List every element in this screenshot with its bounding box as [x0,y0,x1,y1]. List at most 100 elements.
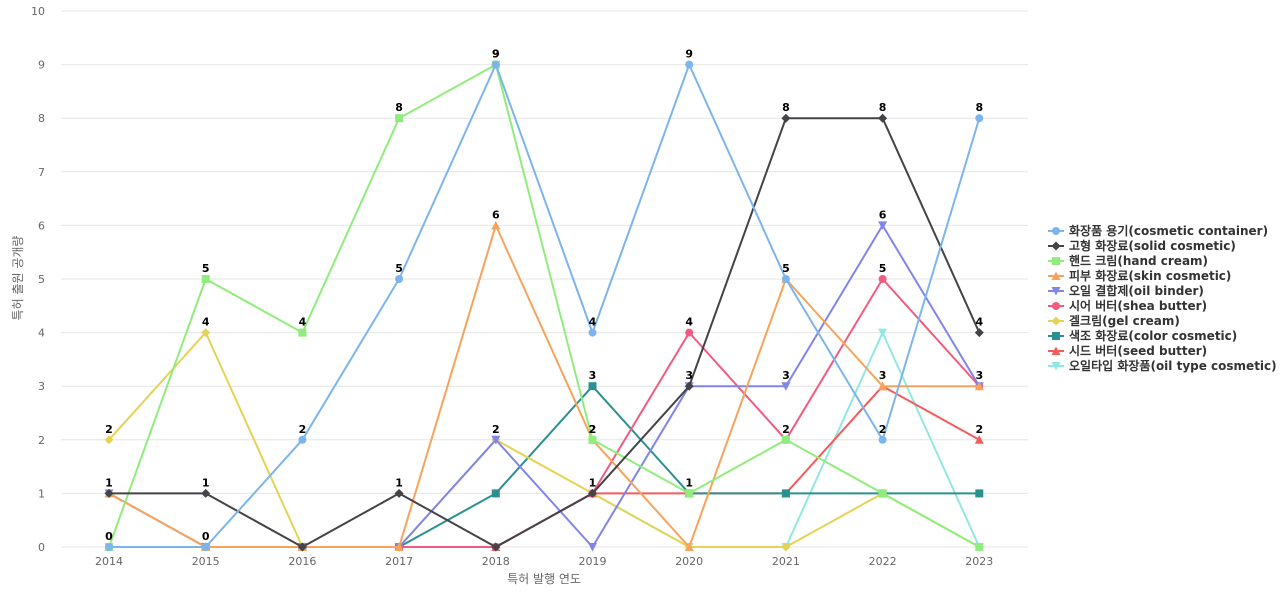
data-point [878,435,887,444]
series-1 [105,60,984,551]
legend-marker [1052,302,1060,310]
data-point [491,435,501,445]
y-tick-label: 8 [38,112,45,125]
data-point [491,220,501,230]
y-tick-label: 1 [38,487,45,500]
data-label: 2 [299,423,307,436]
data-point [781,435,790,444]
x-tick-label: 2020 [675,555,703,568]
data-point [684,381,694,391]
data-point [975,114,984,123]
legend-label: 오일타입 화장품(oil type cosmetic) [1069,358,1277,373]
data-point [201,488,211,498]
legend-item[interactable]: 고형 화장료(solid cosmetic) [1048,238,1236,253]
data-label: 9 [492,48,500,61]
data-label: 3 [975,369,983,382]
legend-label: 오일 결합제(oil binder) [1069,283,1204,298]
data-label: 2 [975,423,983,436]
legend-item[interactable]: 오일 결합제(oil binder) [1048,283,1204,298]
data-label: 6 [492,208,500,221]
data-point [878,328,888,338]
data-point [781,113,791,123]
data-label: 4 [299,316,307,329]
data-label: 8 [975,101,983,114]
data-label: 1 [589,476,597,489]
data-label: 4 [589,316,597,329]
legend-marker [1051,316,1061,326]
data-point [104,435,114,445]
data-label: 4 [202,316,210,329]
data-point [491,542,501,552]
legend-label: 시드 버터(seed butter) [1069,343,1207,358]
y-tick-label: 3 [38,380,45,393]
data-point [588,435,597,444]
y-tick-label: 10 [31,5,45,18]
y-axis-ticks: 0 1 2 3 4 5 6 7 8 9 10 [31,5,45,554]
legend-item[interactable]: 시어 버터(shea butter) [1048,298,1207,313]
data-label: 2 [782,423,790,436]
data-point [588,543,597,552]
legend-marker [1052,257,1060,265]
legend-item[interactable]: 색조 화장료(color cosmetic) [1048,328,1237,343]
series-line [108,63,980,548]
legend-marker [1052,227,1060,235]
x-tick-label: 2019 [579,555,607,568]
series-line [109,63,981,548]
x-tick-label: 2021 [772,555,800,568]
y-tick-label: 7 [38,166,45,179]
y-tick-label: 5 [38,273,45,286]
data-label: 2 [589,423,597,436]
data-point [105,543,113,551]
data-point [395,275,404,283]
data-point [975,543,984,551]
data-point [781,382,791,391]
y-axis-title: 특허 출원 공개량 [11,236,25,321]
legend-item[interactable]: 겔크림(gel cream) [1048,314,1180,328]
data-point [781,275,790,283]
legend-label: 화장품 용기(cosmetic container) [1069,223,1268,238]
legend: 화장품 용기(cosmetic container)고형 화장료(solid c… [1048,223,1277,373]
data-label: 1 [685,476,693,489]
legend-item[interactable]: 화장품 용기(cosmetic container) [1048,223,1268,238]
legend-item[interactable]: 오일타입 화장품(oil type cosmetic) [1048,358,1277,373]
legend-label: 핸드 크림(hand cream) [1069,253,1208,268]
series-3 [105,60,984,551]
series-group [104,60,984,552]
legend-label: 고형 화장료(solid cosmetic) [1069,238,1236,253]
data-label: 4 [685,316,693,329]
data-point [685,489,694,498]
data-label: 2 [879,423,887,436]
data-label: 1 [395,476,403,489]
data-label: 3 [685,369,693,382]
legend-marker [1051,271,1061,280]
data-label: 5 [395,262,403,275]
data-label: 2 [589,423,597,436]
y-tick-label: 4 [38,327,45,340]
legend-item[interactable]: 피부 화장료(skin cosmetic) [1048,268,1231,283]
data-point [491,60,500,69]
y-tick-label: 0 [38,541,45,554]
data-label: 5 [879,262,887,275]
data-point [878,113,888,123]
data-point [201,275,210,283]
legend-marker [1051,241,1061,251]
data-point [491,489,500,498]
data-point [781,489,790,498]
data-label: 4 [975,316,983,329]
legend-label: 피부 화장료(skin cosmetic) [1069,268,1231,283]
data-label: 8 [395,101,403,114]
data-label: 3 [879,369,887,382]
data-point [878,275,887,283]
series-line [109,117,981,548]
x-axis-title: 특허 발행 연도 [507,571,581,586]
data-point [394,488,404,498]
data-point [685,328,694,337]
data-point [878,489,887,498]
x-tick-label: 2022 [869,555,897,568]
data-label: 1 [105,476,113,489]
legend-item[interactable]: 시드 버터(seed butter) [1048,343,1207,358]
data-label: 6 [879,208,887,221]
legend-item[interactable]: 핸드 크림(hand cream) [1048,253,1208,268]
